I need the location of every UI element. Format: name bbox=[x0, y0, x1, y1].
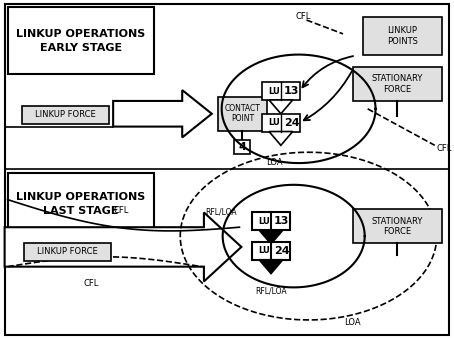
Polygon shape bbox=[5, 213, 242, 281]
Text: LOA: LOA bbox=[345, 318, 361, 327]
Text: CFL: CFL bbox=[114, 206, 129, 215]
Bar bbox=[235, 140, 250, 154]
Text: 24: 24 bbox=[274, 246, 290, 256]
Bar bbox=[262, 114, 300, 132]
Text: LINKUP FORCE: LINKUP FORCE bbox=[35, 110, 96, 119]
Bar bbox=[252, 242, 290, 260]
Text: RFL/LOA: RFL/LOA bbox=[255, 287, 287, 296]
Bar bbox=[22, 106, 109, 124]
Bar bbox=[353, 67, 442, 101]
Bar bbox=[218, 97, 267, 131]
Text: LU: LU bbox=[268, 118, 280, 127]
Text: LINKUP
POINTS: LINKUP POINTS bbox=[387, 26, 418, 45]
Polygon shape bbox=[259, 260, 283, 274]
Text: STATIONARY
FORCE: STATIONARY FORCE bbox=[371, 75, 423, 94]
Text: LINKUP FORCE: LINKUP FORCE bbox=[37, 247, 98, 256]
Text: RFL/LOA: RFL/LOA bbox=[205, 208, 237, 217]
Text: CFL: CFL bbox=[437, 144, 452, 153]
Text: 4: 4 bbox=[238, 142, 247, 152]
Bar bbox=[353, 210, 442, 243]
Text: STATIONARY
FORCE: STATIONARY FORCE bbox=[371, 217, 423, 236]
Text: 13: 13 bbox=[284, 86, 299, 96]
Text: LINKUP OPERATIONS
LAST STAGE: LINKUP OPERATIONS LAST STAGE bbox=[16, 192, 145, 216]
Polygon shape bbox=[259, 230, 283, 244]
Text: LOA: LOA bbox=[266, 158, 282, 166]
Bar bbox=[262, 82, 300, 100]
Text: LU: LU bbox=[258, 217, 270, 226]
Text: CFL: CFL bbox=[84, 279, 99, 288]
Polygon shape bbox=[269, 132, 293, 145]
Text: CFL: CFL bbox=[296, 12, 311, 21]
Bar bbox=[8, 173, 153, 234]
Text: 24: 24 bbox=[284, 118, 300, 128]
Polygon shape bbox=[269, 100, 293, 114]
Text: CONTACT
POINT: CONTACT POINT bbox=[224, 104, 260, 123]
Text: LU: LU bbox=[258, 246, 270, 255]
Text: LU: LU bbox=[268, 86, 280, 96]
Bar bbox=[363, 17, 442, 55]
Text: LINKUP OPERATIONS
EARLY STAGE: LINKUP OPERATIONS EARLY STAGE bbox=[16, 29, 145, 53]
Text: 13: 13 bbox=[274, 216, 290, 226]
Bar bbox=[25, 243, 111, 261]
Bar bbox=[8, 7, 153, 74]
Bar bbox=[252, 213, 290, 230]
Polygon shape bbox=[113, 90, 212, 137]
